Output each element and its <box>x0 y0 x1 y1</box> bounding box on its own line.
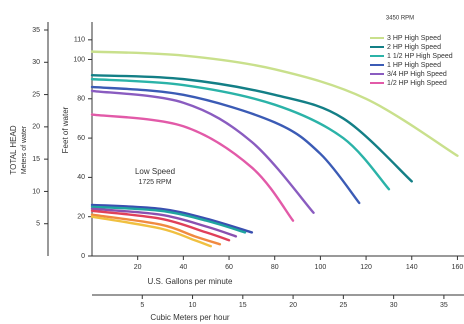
legend-label: 3/4 HP High Speed <box>387 71 447 78</box>
x2-tick-label: 30 <box>390 302 398 309</box>
y2-tick-label: 15 <box>32 156 40 163</box>
y2-tick-label: 35 <box>32 27 40 34</box>
y-tick-label: 110 <box>74 37 85 44</box>
curve <box>90 215 212 248</box>
x2-tick-label: 25 <box>339 302 347 309</box>
legend-label: 1 HP High Speed <box>387 62 441 69</box>
curve <box>90 89 315 214</box>
y2-tick-label: 30 <box>32 59 40 66</box>
y-title: TOTAL HEAD <box>9 125 18 174</box>
y-tick-label: 0 <box>81 253 85 260</box>
x2-tick-label: 15 <box>239 302 247 309</box>
curve <box>90 213 222 246</box>
legend-title: 3450 RPM <box>386 16 414 22</box>
x2-tick-label: 20 <box>289 302 297 309</box>
curve <box>90 203 254 234</box>
x-tick-label: 60 <box>225 264 233 271</box>
legend-label: 3 HP High Speed <box>387 35 441 42</box>
y2-tick-label: 20 <box>32 124 40 131</box>
y2-tick-label: 10 <box>32 188 40 195</box>
y-tick-label: 60 <box>77 135 85 142</box>
legend-label: 2 HP High Speed <box>387 44 441 51</box>
curve <box>90 50 459 157</box>
y-tick-label: 100 <box>73 56 85 63</box>
x-tick-label: 80 <box>271 264 279 271</box>
x-tick-label: 100 <box>315 264 327 271</box>
x-tick-label: 160 <box>452 264 464 271</box>
y-subtitle: Feet of water <box>61 106 70 153</box>
y2-title: Meters of water <box>21 125 28 174</box>
x-tick-label: 120 <box>360 264 372 271</box>
legend-label: 1/2 HP High Speed <box>387 80 447 87</box>
x2-tick-label: 5 <box>140 302 144 309</box>
x-tick-label: 40 <box>179 264 187 271</box>
curve <box>90 77 391 191</box>
x-title: U.S. Gallons per minute <box>148 277 233 286</box>
x2-tick-label: 35 <box>440 302 448 309</box>
x2-title: Cubic Meters per hour <box>150 313 229 322</box>
curve <box>90 74 413 183</box>
x2-tick-label: 10 <box>189 302 197 309</box>
annotation: 1725 RPM <box>138 179 171 186</box>
curve <box>90 207 238 238</box>
curve <box>90 113 295 222</box>
curve <box>90 205 247 234</box>
y-tick-label: 80 <box>77 96 85 103</box>
y-tick-label: 40 <box>77 174 85 181</box>
curve <box>90 209 231 242</box>
y2-tick-label: 25 <box>32 91 40 98</box>
y2-tick-label: 5 <box>36 221 40 228</box>
annotation: Low Speed <box>135 167 175 176</box>
x-tick-label: 20 <box>134 264 142 271</box>
x-tick-label: 140 <box>406 264 418 271</box>
y-tick-label: 20 <box>77 214 85 221</box>
legend-label: 1 1/2 HP High Speed <box>387 53 453 60</box>
curve <box>90 85 361 205</box>
